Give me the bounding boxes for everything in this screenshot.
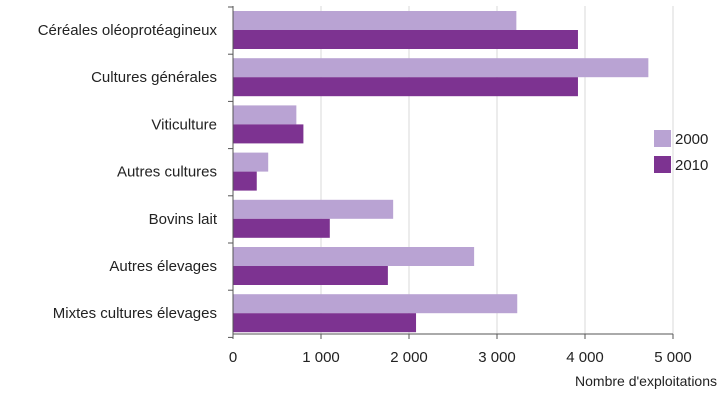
- bar-2000: [233, 58, 649, 78]
- bar-2010: [233, 30, 578, 49]
- bar-2000: [233, 105, 297, 125]
- legend-label: 2010: [675, 157, 708, 174]
- bar-2010: [233, 266, 388, 285]
- bars: [233, 11, 649, 333]
- tick-labels: 0 1 000 2 000 3 000 4 000 5 000: [229, 349, 692, 366]
- category-labels: Céréales oléoprotéagineux Cultures généra…: [38, 22, 218, 322]
- bar-2000: [233, 199, 394, 219]
- legend-label: 2000: [675, 131, 708, 148]
- category-label: Mixtes cultures élevages: [53, 305, 217, 322]
- x-tick-label: 3 000: [478, 349, 516, 366]
- bar-2010: [233, 124, 304, 144]
- bar-2010: [233, 218, 330, 238]
- category-label: Autres élevages: [109, 258, 217, 275]
- bar-2000: [233, 11, 517, 30]
- legend: 2000 2010: [654, 130, 708, 174]
- bar-2000: [233, 152, 269, 172]
- bar-2010: [233, 171, 257, 191]
- x-tick-label: 5 000: [654, 349, 692, 366]
- legend-swatch: [654, 130, 671, 147]
- bar-2010: [233, 77, 578, 97]
- x-tick-label: 4 000: [566, 349, 604, 366]
- category-label: Viticulture: [151, 116, 217, 133]
- category-label: Bovins lait: [149, 211, 218, 228]
- x-axis-title: Nombre d'exploitations: [575, 373, 717, 389]
- bar-2010: [233, 313, 417, 333]
- bar-2000: [233, 294, 518, 314]
- category-label: Cultures générales: [91, 69, 217, 86]
- category-label: Céréales oléoprotéagineux: [38, 22, 218, 39]
- bar-2000: [233, 247, 475, 266]
- x-tick-label: 1 000: [302, 349, 340, 366]
- legend-swatch: [654, 156, 671, 173]
- axes: [228, 6, 674, 339]
- category-label: Autres cultures: [117, 164, 217, 181]
- x-tick-label: 2 000: [390, 349, 428, 366]
- x-tick-label: 0: [229, 349, 237, 366]
